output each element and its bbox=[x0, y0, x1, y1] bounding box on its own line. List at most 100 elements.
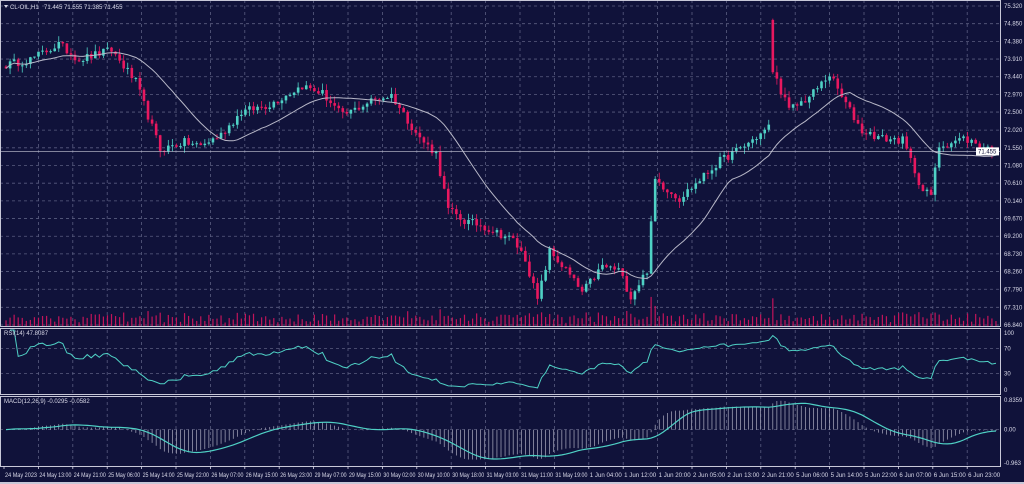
volume-bar bbox=[601, 315, 604, 326]
volume-bar bbox=[658, 316, 660, 326]
bull-candle bbox=[495, 230, 499, 233]
volume-bar bbox=[386, 317, 388, 326]
volume-bar bbox=[784, 320, 786, 326]
bull-candle bbox=[601, 264, 604, 270]
volume-bar bbox=[869, 317, 871, 326]
bear-candle bbox=[856, 119, 860, 124]
volume-bar bbox=[131, 317, 133, 326]
bull-candle bbox=[49, 51, 52, 53]
volume-bar bbox=[849, 318, 851, 326]
bear-candle bbox=[945, 146, 949, 148]
rsi-tick-label: 70 bbox=[1004, 347, 1011, 353]
volume-bar bbox=[670, 315, 672, 326]
bear-candle bbox=[487, 230, 491, 232]
bear-candle bbox=[836, 78, 840, 89]
bear-candle bbox=[223, 132, 227, 134]
bear-candle bbox=[430, 144, 434, 154]
volume-bar bbox=[504, 314, 506, 326]
bull-candle bbox=[288, 95, 292, 97]
volume-bar bbox=[885, 316, 888, 326]
collapse-triangle-icon[interactable] bbox=[4, 5, 8, 8]
volume-bar bbox=[240, 318, 242, 326]
macd-signal-line bbox=[5, 402, 997, 460]
volume-bar bbox=[893, 315, 896, 326]
bull-candle bbox=[755, 139, 758, 141]
volume-bar bbox=[346, 317, 348, 326]
bear-candle bbox=[175, 145, 178, 147]
bear-candle bbox=[122, 60, 125, 69]
bear-candle bbox=[897, 137, 900, 144]
volume-bar bbox=[841, 315, 843, 326]
bull-candle bbox=[933, 167, 937, 195]
bear-candle bbox=[479, 225, 483, 227]
bull-candle bbox=[171, 145, 174, 147]
volume-bar bbox=[938, 314, 940, 326]
bear-candle bbox=[4, 66, 8, 69]
volume-bar bbox=[756, 317, 758, 326]
volume-bar bbox=[987, 315, 989, 326]
volume-bar bbox=[273, 318, 275, 326]
rsi-panel bbox=[10, 329, 997, 389]
bear-candle bbox=[77, 60, 81, 62]
bear-candle bbox=[564, 267, 568, 269]
bear-candle bbox=[844, 96, 848, 103]
bull-candle bbox=[868, 131, 872, 135]
bull-candle bbox=[962, 136, 965, 139]
bull-candle bbox=[434, 151, 438, 154]
bull-candle bbox=[633, 291, 637, 300]
price-tick-label: 66.840 bbox=[1004, 323, 1023, 329]
bear-candle bbox=[442, 176, 446, 189]
volume-bar bbox=[589, 316, 591, 326]
volume-bar bbox=[719, 316, 721, 326]
volume-bar bbox=[983, 318, 985, 326]
bull-candle bbox=[941, 146, 945, 148]
volume-bar bbox=[435, 320, 437, 326]
bull-candle bbox=[284, 95, 288, 101]
bear-candle bbox=[329, 100, 332, 104]
bear-candle bbox=[832, 76, 835, 79]
bear-candle bbox=[528, 261, 531, 277]
bull-candle bbox=[256, 106, 259, 111]
bull-candle bbox=[584, 283, 588, 292]
volume-bar bbox=[776, 320, 778, 326]
bear-candle bbox=[771, 19, 775, 73]
volume-bar bbox=[845, 319, 847, 326]
volume-bar bbox=[252, 313, 255, 326]
bull-candle bbox=[227, 125, 231, 134]
volume-bar bbox=[269, 319, 271, 326]
volume-bar bbox=[78, 322, 80, 326]
bear-candle bbox=[98, 51, 101, 56]
volume-bar bbox=[727, 321, 729, 326]
volume-bar bbox=[46, 315, 48, 326]
volume-bar bbox=[966, 313, 969, 326]
bull-candle bbox=[134, 77, 138, 79]
moving-average-line bbox=[5, 52, 997, 280]
time-tick-label: 6 Jun 23:00 bbox=[968, 473, 1001, 479]
bull-candle bbox=[540, 280, 543, 299]
volume-bar bbox=[687, 319, 689, 326]
volume-bar bbox=[906, 313, 908, 326]
volume-bar bbox=[618, 318, 620, 326]
volume-bar bbox=[638, 319, 640, 326]
bull-candle bbox=[937, 147, 941, 168]
volume-bar bbox=[305, 321, 307, 326]
volume-bar bbox=[545, 317, 547, 326]
bear-candle bbox=[803, 101, 807, 103]
price-tick-label: 70.140 bbox=[1004, 199, 1023, 205]
bear-candle bbox=[572, 274, 576, 279]
bull-candle bbox=[248, 106, 251, 110]
bull-candle bbox=[280, 100, 284, 104]
bull-candle bbox=[641, 274, 645, 286]
bear-candle bbox=[260, 106, 263, 108]
volume-bar bbox=[995, 321, 997, 326]
bull-candle bbox=[369, 98, 373, 104]
bull-candle bbox=[507, 235, 511, 237]
bull-candle bbox=[179, 146, 182, 148]
price-tick-label: 73.910 bbox=[1004, 57, 1023, 63]
volume-bar bbox=[512, 317, 514, 326]
volume-bar bbox=[561, 317, 563, 326]
volume-bar bbox=[816, 320, 819, 326]
bull-candle bbox=[126, 67, 130, 69]
